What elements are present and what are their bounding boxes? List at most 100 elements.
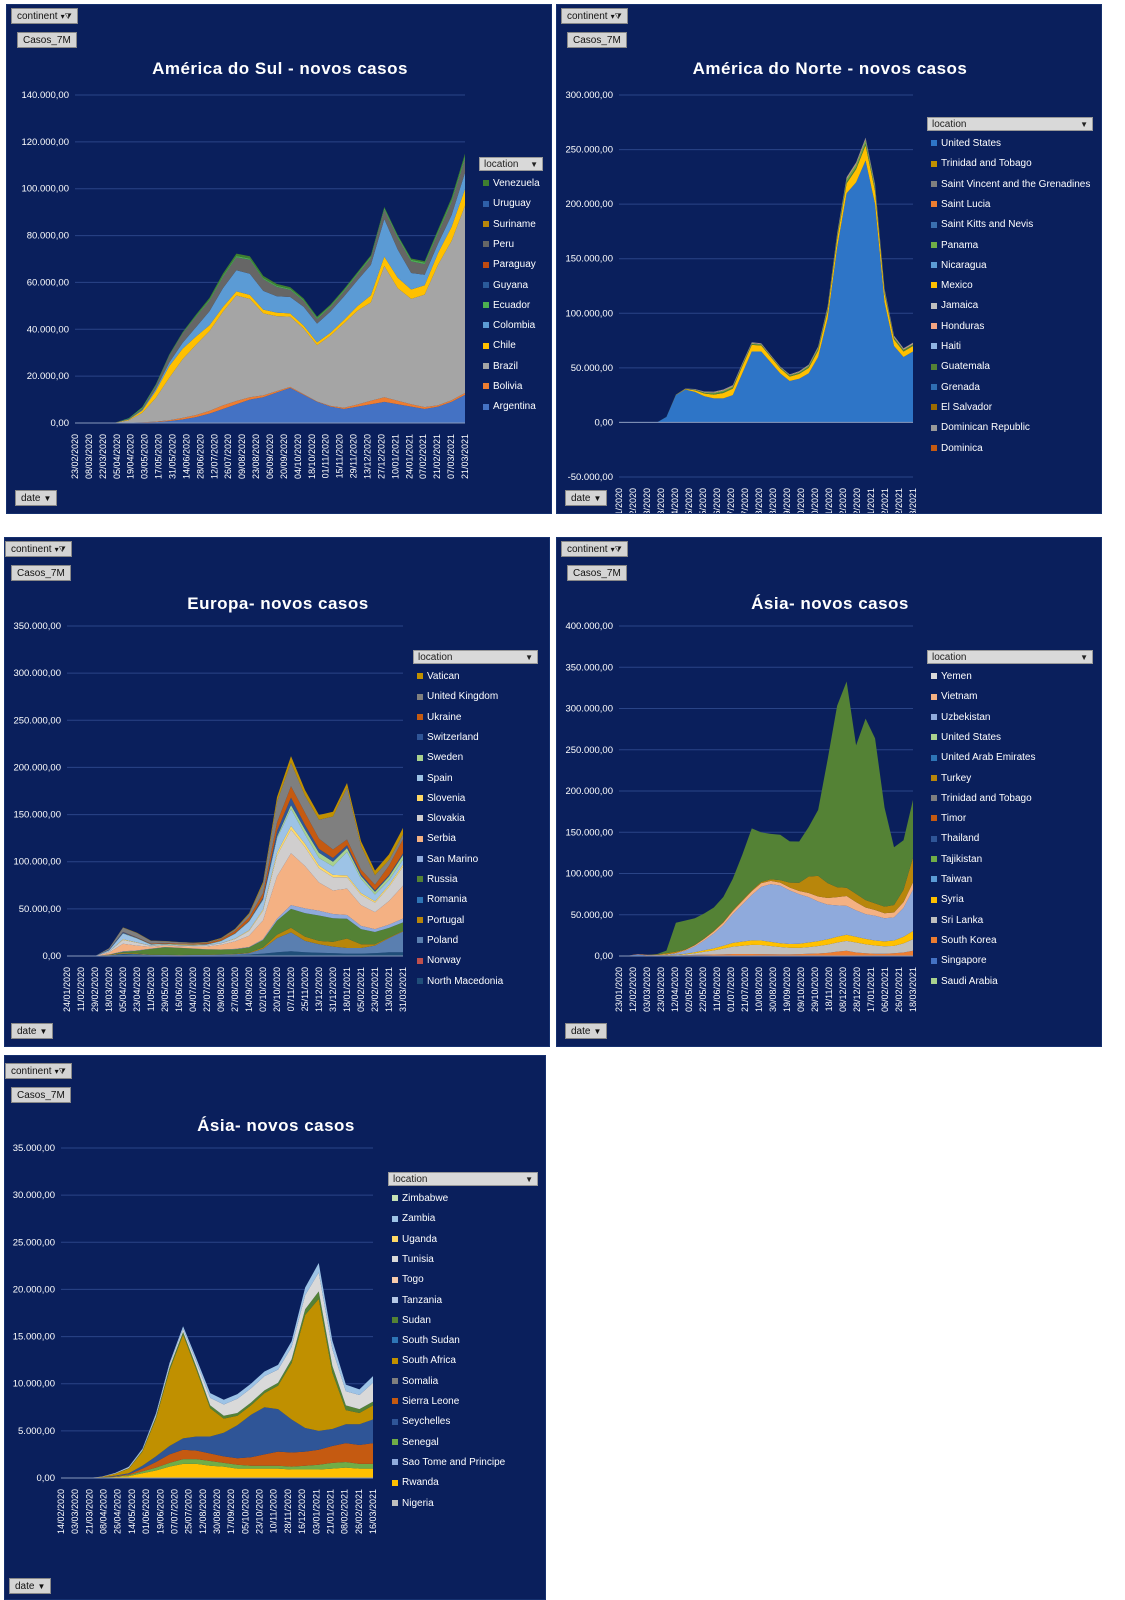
series-area-seychelles [61, 1407, 373, 1478]
legend-item: Sweden [417, 751, 463, 765]
legend-item: Jamaica [931, 299, 978, 313]
legend-label: Uzbekistan [941, 711, 991, 723]
legend-swatch [392, 1317, 398, 1324]
series-area-chile [75, 189, 465, 423]
date-axis-button[interactable]: date ▼ [11, 1023, 54, 1039]
x-tick-label: 14/09/2020 [244, 967, 254, 1012]
legend-label: Yemen [941, 671, 972, 682]
x-tick-label: 26/02/2021 [354, 1489, 364, 1534]
x-tick-label: 29/05/2020 [160, 967, 170, 1012]
y-tick-label: 80.000,00 [27, 231, 69, 242]
legend-label: Romania [427, 894, 468, 906]
legend-label: Argentina [493, 401, 536, 413]
legend-label: Trinidad and Tobago [941, 792, 1032, 804]
date-axis-button[interactable]: date ▼ [565, 490, 608, 506]
continent-filter-button[interactable]: continent ▾⧩ [561, 541, 628, 557]
legend-item: Paraguay [483, 258, 536, 272]
measure-field-button[interactable]: Casos_7M [11, 565, 71, 581]
measure-field-button[interactable]: Casos_7M [17, 32, 77, 48]
legend-item: Norway [417, 954, 461, 968]
legend-item: Saint Vincent and the Grenadines [931, 178, 1090, 192]
legend-label: Slovakia [427, 813, 465, 825]
legend-swatch [392, 1235, 398, 1242]
date-axis-button[interactable]: date ▼ [565, 1023, 608, 1039]
x-tick-label: 12/04/2020 [670, 488, 680, 514]
y-tick-label: 40.000,00 [27, 324, 69, 335]
x-tick-label: 03/03/2020 [70, 1489, 80, 1534]
x-tick-label: 19/09/2020 [782, 967, 792, 1012]
x-tick-label: 28/12/2020 [852, 488, 862, 514]
legend-label: Uruguay [493, 198, 531, 210]
legend-location-filter[interactable]: location ▼ [927, 117, 1093, 131]
legend-item: Vietnam [931, 690, 978, 704]
legend-label: Brazil [493, 360, 519, 372]
y-tick-label: 30.000,00 [13, 1190, 55, 1201]
date-axis-button[interactable]: date ▼ [15, 490, 58, 506]
chevron-down-icon: ▼ [525, 1175, 533, 1184]
x-tick-label: 13/03/2021 [384, 967, 394, 1012]
x-tick-label: 10/01/2021 [390, 434, 400, 479]
legend-label: United Arab Emirates [941, 752, 1036, 764]
legend-swatch [417, 713, 423, 720]
legend-label: Bolivia [493, 381, 523, 392]
continent-filter-button[interactable]: continent ▾⧩ [5, 541, 72, 557]
x-tick-label: 08/12/2020 [838, 967, 848, 1012]
x-tick-label: 11/06/2020 [712, 488, 722, 514]
legend-location-filter[interactable]: location ▼ [388, 1172, 538, 1186]
legend-item: Zambia [392, 1212, 435, 1226]
x-tick-label: 05/02/2021 [356, 967, 366, 1012]
x-tick-label: 30/08/2020 [768, 488, 778, 514]
legend-label: Slovenia [427, 792, 466, 804]
legend-label: Suriname [493, 218, 536, 230]
legend-item: Trinidad and Tobago [931, 157, 1032, 171]
legend-label: Poland [427, 934, 459, 946]
x-tick-label: 26/02/2021 [894, 488, 904, 514]
legend-swatch [483, 200, 489, 207]
y-tick-label: 250.000,00 [13, 715, 61, 726]
measure-field-button[interactable]: Casos_7M [567, 565, 627, 581]
legend-label: Somalia [402, 1375, 439, 1387]
legend-swatch [417, 673, 423, 680]
legend-item: Singapore [931, 954, 987, 968]
series-area-serbia [67, 853, 403, 956]
legend-location-filter[interactable]: location ▼ [927, 650, 1093, 664]
legend-label: Guyana [493, 279, 529, 291]
legend-location-filter[interactable]: location ▼ [479, 157, 543, 171]
plot-area: 0,00 5.000,00 10.000,00 15.000,00 20.000,00 2… [13, 1143, 378, 1534]
x-tick-label: 16/03/2021 [368, 1489, 378, 1534]
measure-field-button[interactable]: Casos_7M [567, 32, 627, 48]
x-tick-label: 05/04/2020 [118, 967, 128, 1012]
plot-area: -50.000,00 0,00 50.000,00 100.000,00 150.000… [565, 90, 918, 514]
x-tick-label: 27/12/2020 [376, 434, 386, 479]
legend-item: Switzerland [417, 731, 479, 745]
legend-item: Tanzania [392, 1294, 442, 1308]
x-tick-label: 04/07/2020 [188, 967, 198, 1012]
x-tick-label: 18/01/2021 [342, 967, 352, 1012]
legend-label: Nigeria [402, 1497, 434, 1509]
legend-label: United States [941, 731, 1002, 743]
continent-filter-button[interactable]: continent ▾⧩ [561, 8, 628, 24]
legend-swatch [931, 444, 937, 451]
chevron-down-icon: ▼ [37, 1582, 46, 1591]
legend-location-filter[interactable]: location ▼ [413, 650, 538, 664]
legend-swatch [392, 1499, 398, 1506]
x-tick-label: 13/12/2020 [363, 434, 373, 479]
y-tick-label: 100.000,00 [565, 869, 613, 880]
x-tick-label: 10/11/2020 [269, 1489, 279, 1533]
date-axis-button[interactable]: date ▼ [9, 1578, 52, 1594]
legend-label: United Kingdom [427, 691, 499, 703]
x-tick-label: 11/05/2020 [146, 967, 156, 1011]
continent-filter-button[interactable]: continent ▾⧩ [11, 8, 78, 24]
x-tick-label: 26/02/2021 [894, 967, 904, 1012]
legend-label: Chile [493, 340, 516, 352]
legend-item: Tunisia [392, 1253, 434, 1267]
series-area-south-korea [619, 950, 913, 956]
continent-filter-button[interactable]: continent ▾⧩ [5, 1063, 72, 1079]
x-tick-label: 18/03/2021 [908, 967, 918, 1012]
legend-item: Guatemala [931, 360, 990, 374]
legend-label: Tanzania [402, 1294, 443, 1306]
legend-item: Timor [931, 812, 966, 826]
legend-item: Sudan [392, 1314, 431, 1328]
legend-swatch [417, 835, 423, 842]
measure-field-button[interactable]: Casos_7M [11, 1087, 71, 1103]
